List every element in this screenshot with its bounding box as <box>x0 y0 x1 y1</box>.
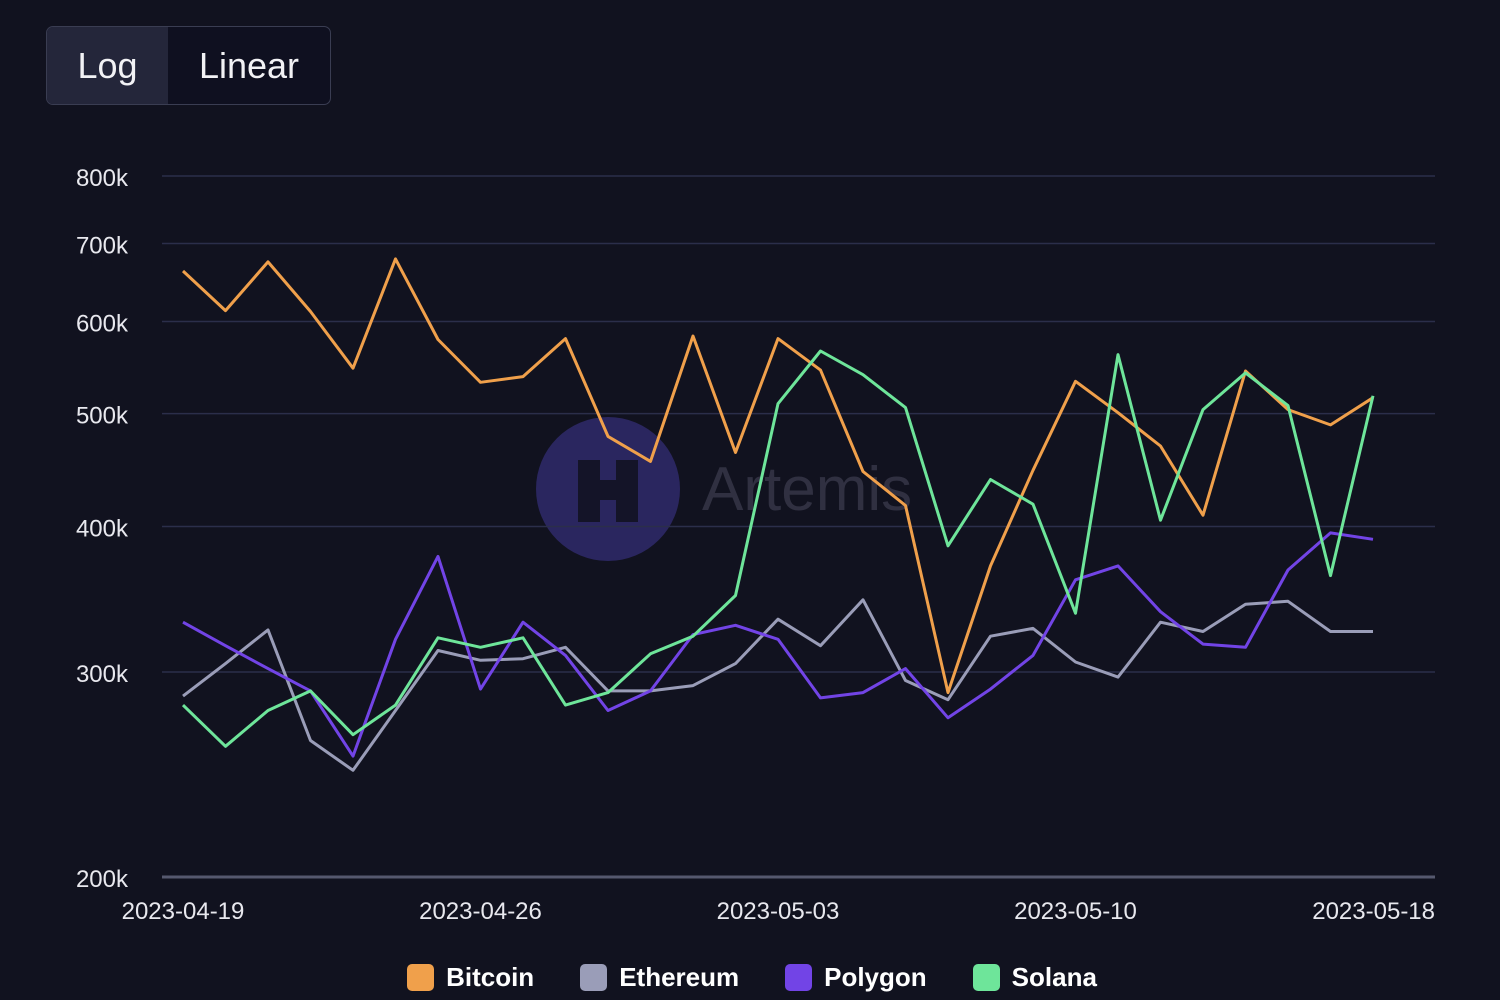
legend-swatch <box>407 964 435 991</box>
y-tick-label: 800k <box>76 165 129 192</box>
y-tick-label: 400k <box>76 516 129 543</box>
y-tick-label: 700k <box>76 233 129 260</box>
x-tick-label: 2023-05-10 <box>1014 898 1137 925</box>
legend-swatch <box>972 964 1000 991</box>
x-tick-label: 2023-05-03 <box>717 898 840 925</box>
x-tick-label: 2023-05-18 <box>1312 898 1435 925</box>
y-tick-label: 200k <box>76 866 129 893</box>
series-line-solana <box>181 349 1375 748</box>
scale-toggle: Log Linear <box>46 26 331 105</box>
legend-item-solana[interactable]: Solana <box>972 962 1097 993</box>
x-tick-label: 2023-04-26 <box>419 898 542 925</box>
legend-label: Polygon <box>824 962 927 992</box>
series-line-bitcoin <box>181 257 1374 695</box>
legend-label: Solana <box>1011 962 1097 992</box>
legend-label: Bitcoin <box>446 962 535 992</box>
legend-label: Ethereum <box>619 962 740 992</box>
linear-scale-button[interactable]: Linear <box>198 44 300 86</box>
artemis-watermark: Artemis <box>536 417 912 561</box>
series-line-polygon <box>182 531 1374 758</box>
svg-text:Artemis: Artemis <box>702 455 912 524</box>
y-tick-label: 600k <box>76 310 129 337</box>
x-tick-label: 2023-04-19 <box>122 898 245 925</box>
y-tick-label: 300k <box>76 661 129 688</box>
legend-item-bitcoin[interactable]: Bitcoin <box>407 962 534 993</box>
legend-swatch <box>785 964 813 991</box>
log-scale-button[interactable]: Log <box>47 27 168 104</box>
series-line-ethereum <box>182 598 1373 772</box>
y-tick-label: 500k <box>76 403 129 430</box>
legend-item-polygon[interactable]: Polygon <box>785 962 927 993</box>
legend-item-ethereum[interactable]: Ethereum <box>580 962 739 993</box>
legend: Bitcoin Ethereum Polygon Solana <box>0 962 1500 993</box>
legend-swatch <box>580 964 608 991</box>
